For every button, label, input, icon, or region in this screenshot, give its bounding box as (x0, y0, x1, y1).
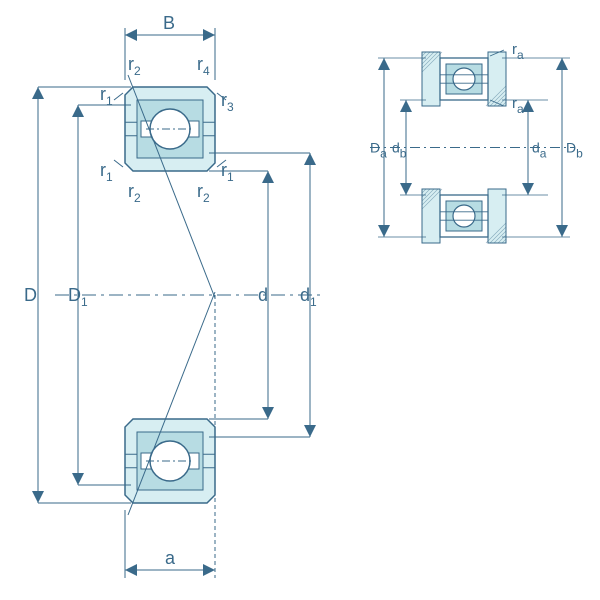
label-a: a (165, 548, 176, 568)
inset-label-db: db (392, 140, 407, 161)
label-r2-tl: r2 (128, 54, 141, 78)
label-D: D (24, 285, 37, 305)
inset-view: ra ra Dadb da Db (370, 41, 583, 243)
label-r1-bl: r1 (100, 160, 113, 184)
inset-label-Da: Da (370, 140, 387, 161)
label-B: B (163, 13, 175, 33)
label-r1-br: r1 (221, 160, 234, 184)
label-r1-tl: r1 (100, 84, 113, 108)
inset-label-Db: Db (566, 140, 583, 161)
label-r2-br: r2 (197, 181, 210, 205)
label-r3: r3 (221, 90, 234, 114)
inset-label-ra1: ra (512, 41, 524, 62)
label-r4: r4 (197, 54, 210, 78)
main-view: r2r4r1r3r1r1r2r2BaDD1dd1 (24, 13, 320, 578)
inset-label-da: da (532, 140, 547, 161)
label-d1: d1 (300, 285, 317, 309)
label-d: d (258, 285, 268, 305)
label-r2-bl: r2 (128, 181, 141, 205)
inset-label-ra2: ra (512, 95, 524, 116)
